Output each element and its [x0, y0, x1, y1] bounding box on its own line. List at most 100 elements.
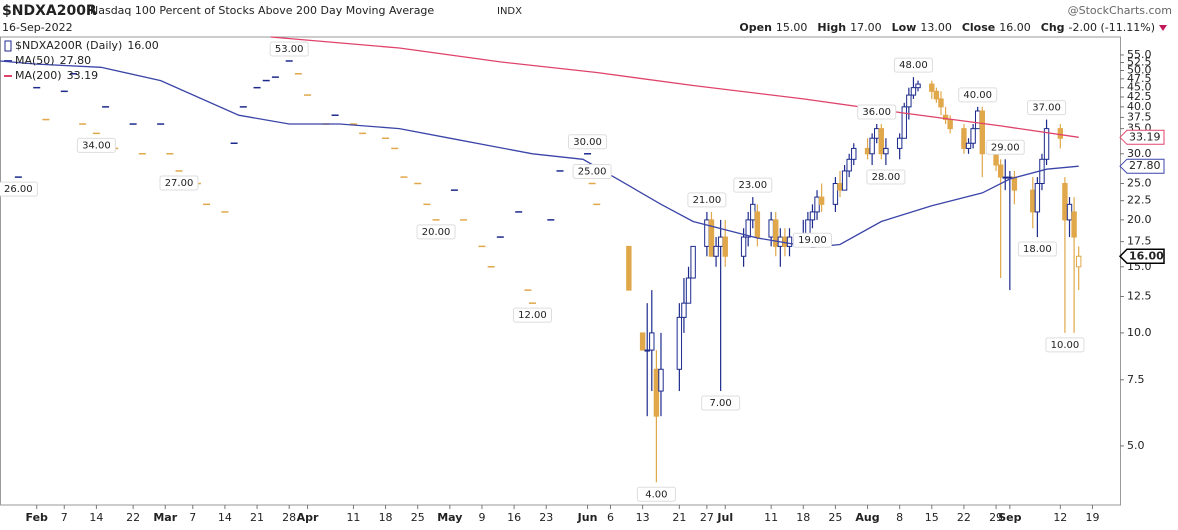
candle-body: [841, 170, 848, 191]
annotation: 10.00: [1051, 340, 1080, 351]
legend-entry: MA(200) 33.19: [15, 69, 98, 82]
candle-body: [947, 119, 953, 130]
annotation: 20.00: [422, 227, 451, 238]
y-tick-label: 42.5: [1127, 90, 1152, 103]
x-tick-label: Mar: [153, 511, 177, 524]
legend-entry: MA(50) 27.80: [15, 54, 91, 67]
x-tick-label: Jun: [577, 511, 598, 524]
y-tick-label: 20.0: [1127, 213, 1152, 226]
annotation: 53.00: [275, 44, 304, 55]
y-tick-label: 25.0: [1127, 177, 1152, 190]
x-tick-label: 25: [411, 511, 425, 524]
annotation-box: [687, 192, 727, 208]
quote-label: Low: [892, 21, 917, 34]
candle-body: [975, 110, 981, 130]
y-tick-label: 12.5: [1127, 290, 1152, 303]
quote: Open 15.00 High 17.00 Low 13.00 Close 16.00 Chg -…: [739, 21, 1155, 34]
quote-value: 17.00: [850, 21, 882, 34]
annotation-box: [159, 175, 199, 191]
annotation: 40.00: [963, 90, 992, 101]
annotation-box: [416, 224, 456, 240]
candle-body: [993, 153, 999, 166]
annotation-box: [958, 87, 998, 103]
annotation-box: [636, 486, 676, 502]
x-tick-label: 14: [89, 511, 103, 524]
x-tick-label: 14: [218, 511, 232, 524]
date: 16-Sep-2022: [2, 21, 73, 34]
annotation: 30.00: [573, 137, 602, 148]
candle-body: [639, 332, 646, 351]
x-tick-label: 22: [126, 511, 140, 524]
x-tick-label: 18: [796, 511, 810, 524]
y-tick-label: 40.0: [1127, 100, 1152, 113]
candle-body: [676, 316, 683, 370]
x-tick-label: 11: [346, 511, 360, 524]
annotation: 25.00: [578, 167, 607, 178]
candle-body: [745, 219, 751, 238]
candle-body: [773, 219, 779, 247]
x-tick-label: 21: [672, 511, 686, 524]
annotation: 28.00: [872, 172, 901, 183]
quote-label: Open: [739, 21, 772, 34]
candle-body: [961, 128, 967, 149]
x-tick-label: 9: [478, 511, 485, 524]
candle-body: [997, 164, 1004, 178]
candle-body: [1057, 128, 1064, 139]
x-tick-label: 19: [1085, 511, 1099, 524]
annotation-box: [0, 181, 38, 197]
legend-name: MA(200): [15, 69, 62, 82]
candle-body: [690, 245, 696, 279]
candle-body: [906, 94, 912, 108]
candle-body: [818, 196, 825, 205]
candle-body: [1034, 183, 1041, 213]
annotation-box: [792, 232, 832, 248]
y-tick-label: 10.0: [1127, 326, 1152, 339]
candle-body: [965, 142, 972, 149]
annotation-box: [1027, 100, 1067, 116]
x-tick-label: 28: [282, 511, 296, 524]
x-tick-label: Feb: [26, 511, 49, 524]
x-tick-label: 29: [989, 511, 1003, 524]
exchange: INDX: [497, 6, 522, 17]
annotation: 21.00: [693, 195, 722, 206]
candle-body: [658, 368, 664, 392]
candle-body: [878, 128, 885, 155]
x-tick-label: 12: [1053, 511, 1067, 524]
candle-body: [929, 83, 935, 92]
candle-body: [626, 245, 632, 291]
candle-body: [809, 211, 816, 221]
quote-value: -2.00 (-11.11%): [1069, 21, 1155, 34]
x-tick-label: 7: [61, 511, 68, 524]
candle-body: [782, 236, 788, 247]
x-tick-label: 13: [636, 511, 650, 524]
candle-body: [1011, 176, 1018, 191]
legend-name: $NDXA200R (Daily): [15, 39, 122, 52]
annotation-box: [701, 395, 741, 411]
annotation: 34.00: [82, 140, 111, 151]
annotation: 29.00: [991, 142, 1020, 153]
value-tag-label: 33.19: [1129, 130, 1161, 143]
value-tag-label: 27.80: [1129, 159, 1161, 172]
y-tick-label: 7.5: [1127, 373, 1145, 386]
candle-body: [722, 236, 728, 257]
legend-value: 27.80: [60, 54, 92, 67]
x-tick-label: Jul: [716, 511, 733, 524]
y-tick-label: 5.0: [1127, 439, 1145, 452]
candle-body: [1066, 203, 1073, 221]
candle-body: [685, 277, 692, 304]
x-tick-label: 22: [957, 511, 971, 524]
annotation-box: [76, 137, 116, 153]
candle-body: [869, 137, 875, 155]
candle-body: [786, 236, 793, 247]
annotation: 18.00: [1023, 244, 1052, 255]
quote-value: 16.00: [999, 21, 1031, 34]
quote-label: High: [817, 21, 846, 34]
x-tick-label: 23: [539, 511, 553, 524]
x-tick-label: Sep: [998, 511, 1021, 524]
x-tick-label: Aug: [855, 511, 879, 524]
candle-body: [814, 196, 820, 213]
candle-body: [1030, 189, 1036, 213]
symbol: $NDXA200R: [2, 3, 97, 19]
candle-body: [970, 128, 976, 144]
